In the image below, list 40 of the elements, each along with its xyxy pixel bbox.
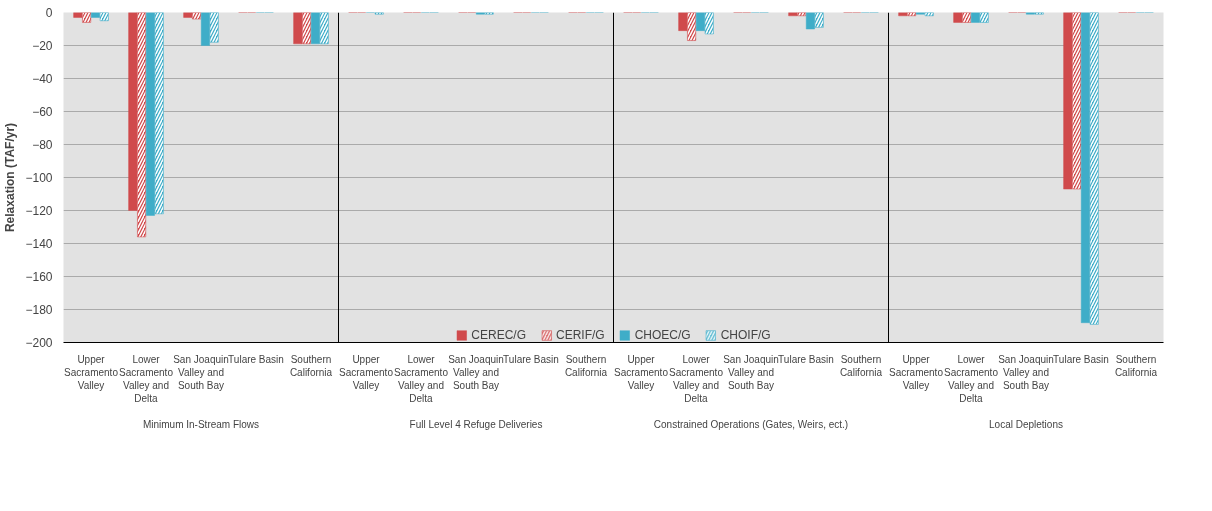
legend-label: CEREC/G bbox=[471, 328, 526, 342]
x-tick-label: Southern California bbox=[1114, 353, 1158, 378]
y-tick-label: −40 bbox=[32, 72, 53, 86]
x-tick-label: Southern California bbox=[839, 353, 883, 378]
x-tick-label: Tulare Basin bbox=[228, 353, 284, 365]
y-tick-label: −100 bbox=[25, 171, 53, 185]
x-tick-label: Upper Sacramento Valley bbox=[614, 353, 669, 391]
y-tick-label: −20 bbox=[32, 39, 53, 53]
legend-label: CHOIF/G bbox=[720, 328, 771, 342]
text: Constrained Operations (Gates, Weirs, ect.) bbox=[653, 418, 849, 430]
x-tick-label: Lower Sacramento Valley and Delta bbox=[394, 353, 449, 405]
x-tick-label: Upper Sacramento Valley bbox=[64, 353, 119, 391]
y-tick-label: −160 bbox=[25, 270, 53, 284]
x-tick-label: Tulare Basin bbox=[778, 353, 834, 365]
y-axis-title: Relaxation (TAF/yr) bbox=[3, 122, 18, 233]
y-tick-label: −200 bbox=[25, 336, 53, 350]
y-tick-label: −140 bbox=[25, 237, 53, 251]
legend-label: CERIF/G bbox=[556, 328, 605, 342]
x-tick-label: Upper Sacramento Valley bbox=[889, 353, 944, 391]
x-tick-label: San Joaquin Valley and South Bay bbox=[448, 353, 504, 391]
x-tick-label: Upper Sacramento Valley bbox=[339, 353, 394, 391]
y-tick-label: −120 bbox=[25, 204, 53, 218]
text: Full Level 4 Refuge Deliveries bbox=[409, 418, 543, 430]
y-tick-label: −60 bbox=[32, 105, 53, 119]
x-tick-label: Tulare Basin bbox=[503, 353, 559, 365]
legend-label: CHOEC/G bbox=[634, 328, 691, 342]
text: Local Depletions bbox=[989, 418, 1063, 430]
y-tick-label: −80 bbox=[32, 138, 53, 152]
y-tick-label: 0 bbox=[45, 6, 53, 20]
x-tick-label: Tulare Basin bbox=[1053, 353, 1109, 365]
x-tick-label: San Joaquin Valley and South Bay bbox=[723, 353, 779, 391]
x-tick-label: Lower Sacramento Valley and Delta bbox=[119, 353, 174, 405]
x-tick-label: San Joaquin Valley and South Bay bbox=[998, 353, 1054, 391]
text: Minimum In-Stream Flows bbox=[142, 418, 260, 430]
x-tick-label: Southern California bbox=[564, 353, 608, 378]
y-tick-label: −180 bbox=[25, 303, 53, 317]
x-tick-label: Southern California bbox=[289, 353, 333, 378]
x-tick-label: San Joaquin Valley and South Bay bbox=[173, 353, 229, 391]
x-tick-label: Lower Sacramento Valley and Delta bbox=[669, 353, 724, 405]
x-tick-label: Lower Sacramento Valley and Delta bbox=[944, 353, 999, 405]
